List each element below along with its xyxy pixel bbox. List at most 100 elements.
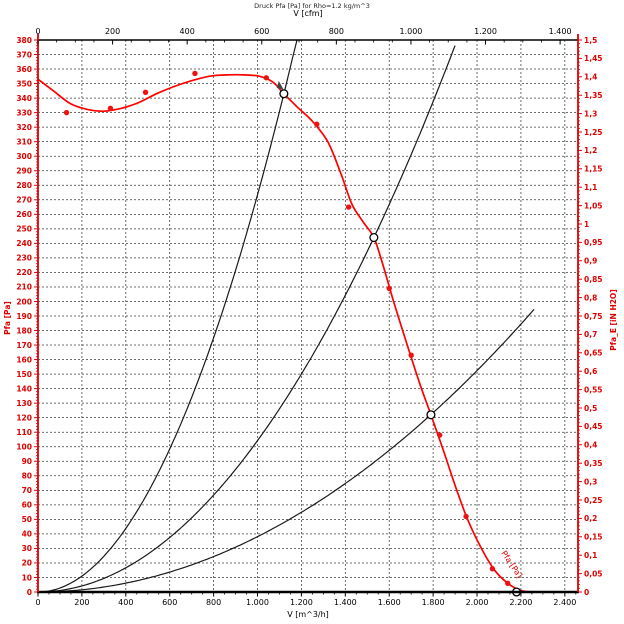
bottom-tick-label: 400	[118, 598, 133, 607]
left-tick-label: 40	[22, 530, 32, 539]
right-tick-label: 1,3	[584, 109, 597, 118]
left-tick-label: 130	[16, 399, 32, 408]
operating-point-marker	[279, 89, 289, 99]
top-tick-label: 1.000	[399, 27, 422, 36]
left-tick-label: 360	[16, 65, 32, 74]
left-tick-label: 190	[16, 312, 32, 321]
left-tick-label: 110	[16, 428, 32, 437]
bottom-tick-label: 2.200	[509, 598, 532, 607]
left-tick-label: 380	[16, 36, 32, 45]
top-tick-label: 1.400	[549, 27, 572, 36]
left-tick-label: 180	[16, 326, 32, 335]
data-point-dot	[107, 105, 114, 111]
bottom-tick-label: 1.600	[378, 598, 401, 607]
left-tick-label: 370	[16, 50, 32, 59]
left-tick-label: 100	[16, 443, 32, 452]
system-curve-1	[37, 39, 298, 593]
data-point-dot	[489, 566, 496, 572]
bottom-tick-label: 1.000	[246, 598, 269, 607]
data-point-dot	[505, 580, 511, 586]
right-tick-label: 1,2	[584, 146, 597, 155]
right-axis-title: Pfa_E [iN H2O]	[609, 289, 618, 351]
fan-pressure-curve	[37, 73, 535, 593]
left-tick-label: 210	[16, 283, 32, 292]
system-curve-2	[37, 45, 456, 593]
right-tick-label: 1,35	[584, 91, 603, 100]
left-tick-label: 0	[27, 588, 32, 597]
right-tick-label: 0,15	[584, 533, 603, 542]
left-tick-label: 230	[16, 254, 32, 263]
right-tick-label: 0,55	[584, 385, 603, 394]
top-axis-title: V [cfm]	[293, 9, 322, 18]
left-tick-label: 270	[16, 196, 32, 205]
left-tick-label: 160	[16, 355, 32, 364]
right-tick-label: 0,7	[584, 330, 597, 339]
operating-point-marker	[369, 233, 379, 243]
data-point-dot	[345, 204, 352, 210]
left-tick-label: 140	[16, 384, 32, 393]
left-tick-label: 30	[22, 544, 32, 553]
right-tick-label: 0,2	[584, 514, 597, 523]
left-tick-label: 60	[22, 501, 32, 510]
right-tick-label: 0,05	[584, 569, 603, 578]
left-tick-label: 220	[16, 268, 32, 277]
left-tick-label: 350	[16, 79, 32, 88]
right-tick-label: 1,45	[584, 54, 603, 63]
left-tick-label: 10	[22, 573, 32, 582]
top-tick-label: 200	[105, 27, 120, 36]
left-tick-label: 250	[16, 225, 32, 234]
left-tick-label: 120	[16, 413, 32, 422]
top-tick-label: 800	[329, 27, 344, 36]
bottom-tick-label: 600	[162, 598, 177, 607]
left-tick-label: 320	[16, 123, 32, 132]
fan-curve-label: Pfa [Pa]	[499, 549, 524, 579]
left-tick-label: 330	[16, 108, 32, 117]
bottom-tick-label: 200	[74, 598, 89, 607]
right-tick-label: 0,35	[584, 459, 603, 468]
right-tick-label: 0,25	[584, 496, 603, 505]
right-tick-label: 0,6	[584, 367, 597, 376]
right-tick-label: 0,9	[584, 257, 597, 266]
system-curve-3	[38, 308, 535, 593]
right-tick-label: 0,8	[584, 293, 597, 302]
data-point-dot	[408, 352, 414, 358]
right-tick-label: 1,05	[584, 201, 603, 210]
right-tick-label: 0	[584, 588, 589, 597]
right-tick-label: 1,1	[584, 183, 597, 192]
right-tick-label: 0,65	[584, 349, 603, 358]
right-tick-label: 0,85	[584, 275, 603, 284]
bottom-tick-label: 1.800	[422, 598, 445, 607]
top-tick-label: 400	[180, 27, 195, 36]
left-tick-label: 300	[16, 152, 32, 161]
right-tick-label: 1,15	[584, 165, 603, 174]
right-tick-label: 1	[584, 220, 589, 229]
left-tick-label: 70	[22, 486, 32, 495]
left-tick-label: 80	[22, 472, 32, 481]
right-tick-label: 0,3	[584, 477, 597, 486]
right-tick-label: 0,95	[584, 238, 603, 247]
left-axis-title: Pfa [Pa]	[3, 301, 12, 335]
data-point-dot	[386, 285, 392, 292]
left-tick-label: 290	[16, 167, 32, 176]
data-point-dot	[263, 75, 269, 81]
top-tick-label: 1.200	[474, 27, 497, 36]
left-tick-label: 280	[16, 181, 32, 190]
data-point-dot	[314, 121, 320, 127]
left-tick-label: 50	[22, 515, 32, 524]
left-tick-label: 20	[22, 559, 32, 568]
bottom-tick-label: 2.000	[466, 598, 489, 607]
bottom-axis-title: V [m^3/h]	[287, 610, 329, 619]
left-tick-label: 340	[16, 94, 32, 103]
data-point-dot	[437, 432, 443, 438]
data-point-dot	[142, 89, 149, 95]
left-tick-label: 260	[16, 210, 32, 219]
left-tick-label: 310	[16, 137, 32, 146]
top-tick-label: 600	[254, 27, 269, 36]
top-tick-label: 0	[35, 27, 40, 36]
left-tick-label: 200	[16, 297, 32, 306]
chart-title: Druck Pfa [Pa] for Rho=1.2 kg/m^3	[254, 2, 370, 10]
bottom-tick-label: 800	[206, 598, 221, 607]
right-tick-label: 0,1	[584, 551, 597, 560]
